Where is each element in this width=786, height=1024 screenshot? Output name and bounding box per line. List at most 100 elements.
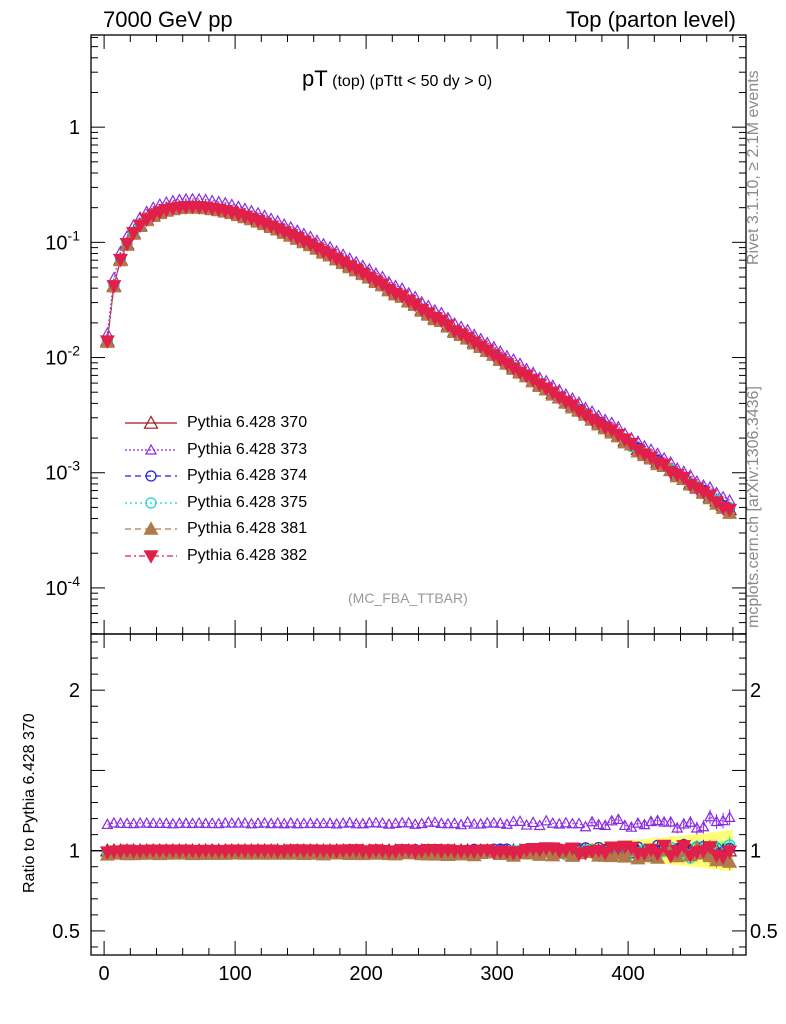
ratio-point <box>631 816 644 828</box>
ratio-point <box>663 850 679 864</box>
ratio-panel-frame <box>90 633 747 956</box>
legend: Pythia 6.428 370 Pythia 6.428 373 Pythia… <box>123 410 307 569</box>
legend-entry-374: Pythia 6.428 374 <box>123 463 307 490</box>
legend-entry-382: Pythia 6.428 382 <box>123 543 307 570</box>
ratio-point <box>389 817 402 828</box>
header-left: 7000 GeV pp <box>103 7 233 32</box>
ratio-point <box>310 817 323 829</box>
legend-symbol-370 <box>125 415 177 430</box>
ratio-point <box>695 845 711 859</box>
x-tick-label: 400 <box>611 963 644 985</box>
ratio-point <box>448 817 461 829</box>
data-point <box>106 280 122 294</box>
legend-symbol-382 <box>125 549 177 564</box>
title-sub1: (top) <box>332 73 366 90</box>
ratio-point <box>238 816 251 828</box>
ratio-point <box>271 816 284 828</box>
ratio-point <box>343 816 356 828</box>
ratio-point <box>651 814 664 826</box>
ratio-point <box>703 810 716 822</box>
ratio-point <box>566 817 579 829</box>
legend-label-373: Pythia 6.428 373 <box>187 440 308 458</box>
ratio-series-382 <box>99 839 738 865</box>
ratio-point <box>612 813 625 824</box>
legend-marker <box>143 549 159 564</box>
ratio-point <box>702 841 718 855</box>
ratio-point <box>225 816 238 828</box>
data-point <box>676 471 692 486</box>
ratio-point <box>199 817 212 829</box>
ratio-y-tick-label: 0.5 <box>52 921 80 943</box>
ratio-point <box>337 816 350 828</box>
ratio-point <box>166 817 179 829</box>
ratio-point <box>597 847 613 861</box>
ratio-point <box>605 814 618 826</box>
ratio-point <box>487 816 500 828</box>
ratio-point <box>193 816 206 828</box>
data-point <box>112 253 128 268</box>
ratio-point <box>540 814 553 826</box>
ratio-point <box>363 816 376 828</box>
ratio-point <box>592 818 605 830</box>
legend-symbol-374 <box>125 470 177 482</box>
ratio-point <box>618 819 631 831</box>
legend-label-370: Pythia 6.428 370 <box>187 414 308 432</box>
data-point <box>722 503 738 518</box>
title-main: pT <box>302 66 328 91</box>
ratio-point <box>160 817 173 828</box>
header-right: Top (parton level) <box>566 7 736 32</box>
ratio-point <box>664 815 677 827</box>
ratio-y-tick-label-right: 1 <box>750 841 761 863</box>
ratio-point <box>723 811 736 822</box>
ratio-y-tick-label: 2 <box>69 680 80 702</box>
ratio-point <box>461 815 474 827</box>
ratio-point <box>468 817 481 829</box>
legend-marker <box>143 521 159 536</box>
ratio-point <box>304 817 317 828</box>
ratio-point <box>658 815 671 827</box>
ratio-point <box>722 845 738 860</box>
ratio-point <box>494 817 507 828</box>
ratio-point <box>219 816 232 828</box>
ratio-point <box>265 817 278 829</box>
data-point <box>119 237 135 252</box>
ratio-point <box>722 854 738 868</box>
ratio-point <box>650 847 666 862</box>
ratio-point <box>291 817 304 829</box>
data-point <box>126 227 142 241</box>
ratio-point <box>140 816 153 828</box>
data-point <box>99 335 115 349</box>
main-panel-series <box>99 192 738 519</box>
ratio-point <box>232 816 245 828</box>
ratio-y-tick-label: 1 <box>69 841 80 863</box>
ratio-point <box>369 816 382 828</box>
y-tick-label: 10-1 <box>45 227 80 254</box>
ratio-series-373 <box>101 809 736 835</box>
ratio-point <box>546 816 559 828</box>
ratio-point <box>107 816 120 828</box>
y-tick-label: 10-3 <box>45 458 80 485</box>
legend-marker <box>144 443 158 455</box>
ratio-point <box>527 816 540 828</box>
ratio-point <box>435 817 448 829</box>
ratio-point <box>559 816 572 828</box>
legend-entry-375: Pythia 6.428 375 <box>123 490 307 517</box>
data-point <box>702 489 718 504</box>
ratio-point <box>715 851 731 865</box>
ratio-point <box>252 817 265 828</box>
data-point <box>139 213 155 228</box>
ratio-point <box>428 816 441 827</box>
ratio-point <box>350 817 363 829</box>
legend-label-381: Pythia 6.428 381 <box>187 520 308 538</box>
ratio-point <box>127 817 140 829</box>
legend-entry-370: Pythia 6.428 370 <box>123 410 307 437</box>
ratio-point <box>212 817 225 829</box>
ratio-point <box>514 815 527 826</box>
ratio-point <box>186 817 199 829</box>
ratio-point <box>697 820 710 832</box>
ratio-point <box>656 839 672 854</box>
axis-ticks: 0 100 200 300 400 1 10-1 10-2 10-3 10-4 0.5 0.5 1 1 2 2 <box>45 35 778 985</box>
ratio-point <box>173 817 186 828</box>
x-tick-label: 100 <box>218 963 251 985</box>
x-tick-label: 200 <box>349 963 382 985</box>
